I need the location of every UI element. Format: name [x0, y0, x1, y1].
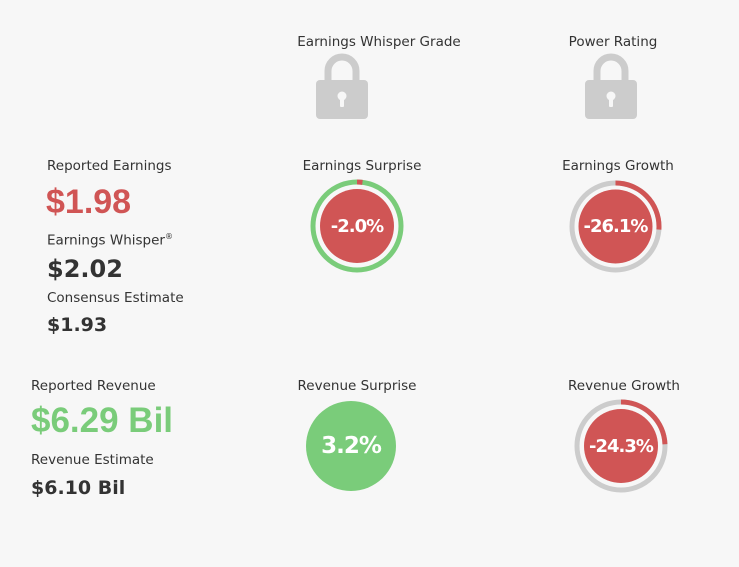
revenue-estimate-value: $6.10 Bil: [31, 477, 126, 499]
gauge-face: [320, 189, 394, 263]
revenue-surprise-gauge: 3.2%: [306, 401, 396, 491]
earnings-surprise-label: Earnings Surprise: [302, 158, 422, 174]
whisper-grade-label: Earnings Whisper Grade: [297, 34, 461, 50]
reported-earnings-value: $1.98: [46, 183, 132, 221]
reported-earnings-label: Reported Earnings: [47, 158, 172, 174]
registered-mark: ®: [165, 232, 173, 241]
earnings-growth-gauge: -26.1%: [569, 180, 662, 273]
consensus-estimate-label: Consensus Estimate: [47, 290, 184, 306]
revenue-estimate-label: Revenue Estimate: [31, 452, 154, 468]
earnings-whisper-label-text: Earnings Whisper: [47, 232, 165, 249]
gauge-arc: [310, 179, 404, 273]
lock-icon: [585, 53, 637, 119]
revenue-growth-gauge: -24.3%: [574, 399, 668, 493]
earnings-whisper-label: Earnings Whisper®: [47, 232, 173, 249]
earnings-growth-value: -26.1%: [583, 216, 649, 237]
power-rating-label: Power Rating: [568, 34, 658, 50]
revenue-surprise-value: 3.2%: [321, 433, 382, 459]
reported-revenue-label: Reported Revenue: [31, 378, 156, 394]
revenue-surprise-label: Revenue Surprise: [297, 378, 417, 394]
earnings-surprise-value: -2.0%: [330, 215, 384, 237]
revenue-growth-value: -24.3%: [589, 435, 654, 457]
revenue-growth-label: Revenue Growth: [568, 378, 680, 394]
gauge-face: [306, 401, 396, 491]
earnings-whisper-value: $2.02: [47, 255, 123, 283]
gauge-face: [578, 189, 653, 264]
reported-revenue-value: $6.29 Bil: [31, 401, 174, 440]
gauge-face: [584, 409, 658, 483]
gauge-arc: [569, 180, 662, 273]
consensus-estimate-value: $1.93: [47, 314, 108, 336]
earnings-surprise-gauge: -2.0%: [310, 179, 404, 273]
earnings-growth-label: Earnings Growth: [562, 158, 674, 174]
lock-icon: [316, 53, 368, 119]
gauge-arc: [574, 399, 668, 493]
